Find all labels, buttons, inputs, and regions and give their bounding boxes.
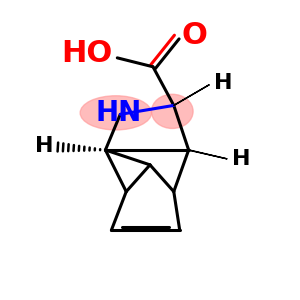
- Ellipse shape: [152, 94, 193, 128]
- Ellipse shape: [80, 96, 152, 130]
- Text: H: H: [214, 73, 232, 93]
- Text: H: H: [35, 136, 53, 155]
- Polygon shape: [174, 85, 209, 106]
- Polygon shape: [189, 150, 227, 159]
- Text: HN: HN: [96, 99, 142, 127]
- Text: HO: HO: [61, 39, 113, 68]
- Text: O: O: [181, 21, 207, 50]
- Text: H: H: [232, 149, 250, 169]
